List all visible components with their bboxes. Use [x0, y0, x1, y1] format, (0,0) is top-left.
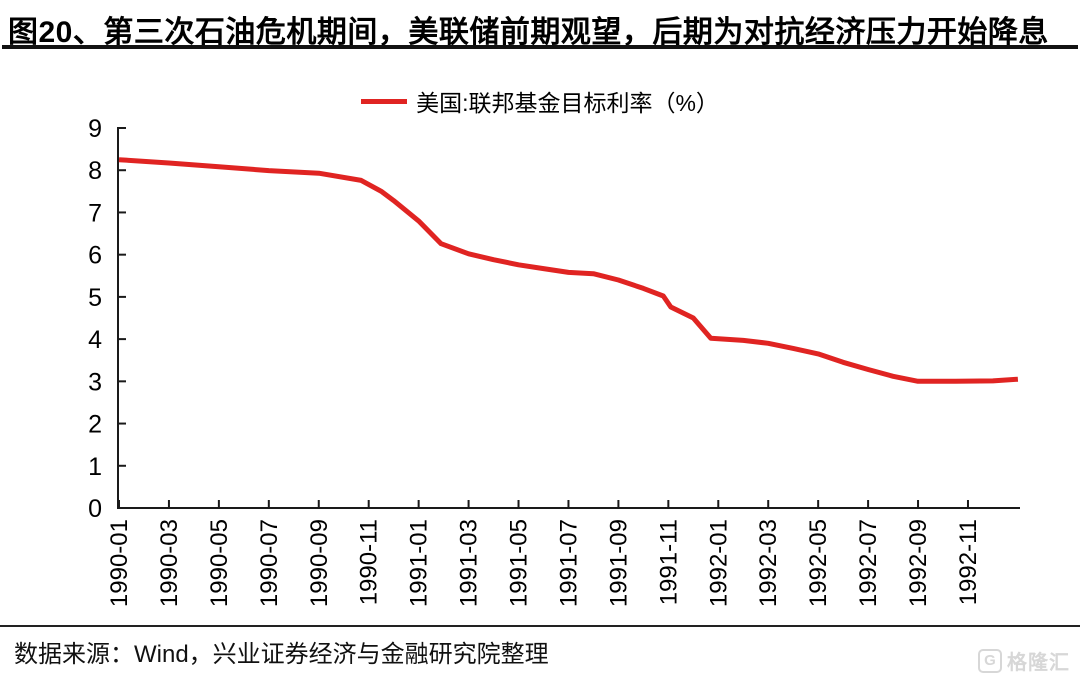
- x-tick-label: 1990-03: [156, 519, 183, 607]
- x-tick-label: 1991-07: [555, 519, 582, 607]
- y-axis-ticks: 0 1 2 3 4 5 6 7 8 9: [88, 115, 126, 523]
- gelonghui-watermark: G 格隆汇: [978, 646, 1070, 675]
- x-tick-label: 1991-01: [406, 519, 433, 607]
- y-tick-label: 2: [88, 411, 102, 439]
- y-tick-label: 3: [88, 368, 102, 396]
- x-tick-label: 1992-11: [955, 519, 982, 605]
- chart-legend: 美国:联邦基金目标利率（%）: [0, 84, 1080, 118]
- x-tick-label: 1991-09: [605, 519, 632, 607]
- y-tick-label: 0: [88, 495, 102, 523]
- fed-funds-rate-line: [118, 157, 1019, 384]
- x-axis-ticks: 1990-01 1990-03 1990-05 1990-07 1990-09 1990-…: [106, 500, 982, 607]
- axes: [117, 127, 1020, 509]
- x-tick-label: 1990-01: [106, 519, 133, 607]
- x-tick-label: 1991-11: [655, 519, 682, 605]
- data-source-note: 数据来源：Wind，兴业证券经济与金融研究院整理: [14, 641, 549, 668]
- y-tick-label: 7: [88, 199, 102, 227]
- y-tick-label: 6: [88, 242, 102, 270]
- x-tick-label: 1992-03: [755, 519, 782, 607]
- x-tick-label: 1992-01: [705, 519, 732, 607]
- x-tick-label: 1991-03: [456, 519, 483, 607]
- y-tick-label: 4: [88, 326, 102, 354]
- x-tick-label: 1992-07: [855, 519, 882, 607]
- x-tick-label: 1991-05: [506, 519, 533, 607]
- figure-title: 图20、第三次石油危机期间，美联储前期观望，后期为对抗经济压力开始降息: [8, 16, 1049, 49]
- x-tick-label: 1990-09: [306, 519, 333, 607]
- y-tick-label: 1: [88, 453, 102, 481]
- legend-series-label: 美国:联邦基金目标利率（%）: [416, 90, 719, 116]
- title-divider: [2, 45, 1078, 49]
- footer-divider: [0, 625, 1080, 627]
- legend-line-marker: [361, 98, 408, 104]
- x-tick-label: 1990-05: [206, 519, 233, 607]
- gelonghui-watermark-text: 格隆汇: [1007, 652, 1070, 674]
- y-tick-label: 8: [88, 157, 102, 185]
- x-tick-label: 1992-09: [905, 519, 932, 607]
- x-tick-label: 1990-11: [356, 519, 383, 605]
- gelonghui-logo-icon: G: [978, 648, 1002, 673]
- y-tick-label: 9: [88, 115, 102, 143]
- y-tick-label: 5: [88, 284, 102, 312]
- x-tick-label: 1990-07: [256, 519, 283, 607]
- x-tick-label: 1992-05: [805, 519, 832, 607]
